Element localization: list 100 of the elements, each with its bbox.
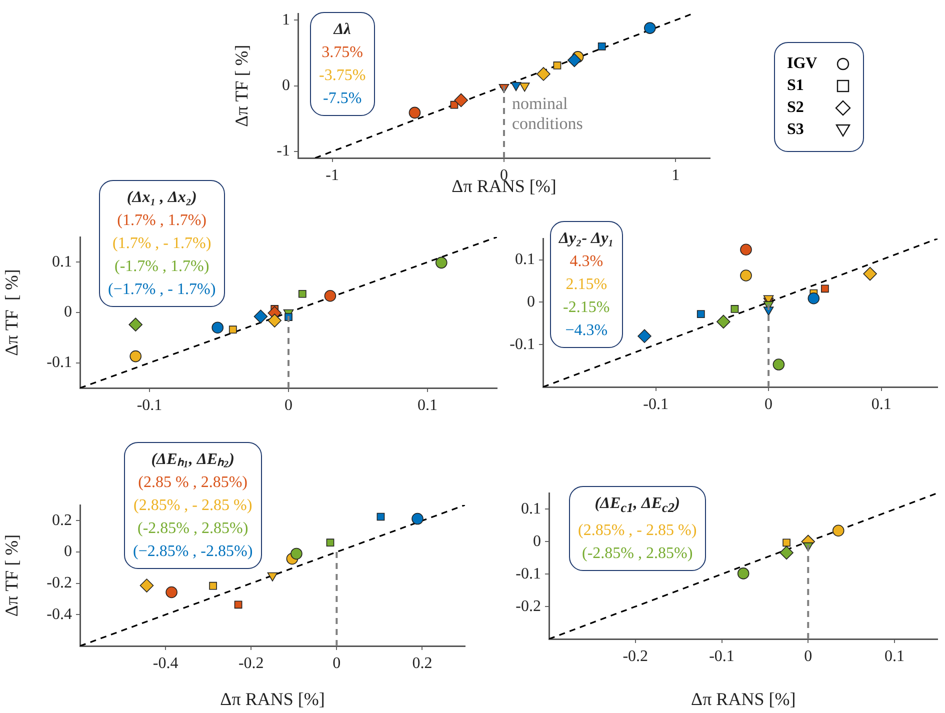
- text: (-2.85% , 2.85%): [581, 544, 694, 564]
- point: [326, 538, 334, 547]
- x-tick-label: 0: [764, 396, 773, 413]
- text: (2.85% , - 2.85 %): [578, 521, 697, 542]
- point: [808, 292, 820, 304]
- y-tick-label: -0.1: [510, 336, 535, 353]
- text: (1.7% , 1.7%): [116, 211, 208, 231]
- y-tick-label: 0: [64, 543, 72, 560]
- point: [820, 284, 829, 293]
- x-tick-label: 1: [672, 166, 680, 184]
- point: [412, 512, 424, 525]
- point: [436, 256, 448, 269]
- point: [510, 82, 522, 92]
- x-tick-label: 0.1: [871, 396, 892, 413]
- point: [772, 358, 785, 370]
- point: [166, 586, 178, 598]
- text: (-2.85% , 2.85%): [136, 519, 250, 539]
- point: [519, 82, 530, 92]
- legend-title: (ΔEₕ₁, ΔEₕ₂): [150, 450, 236, 470]
- point: [228, 326, 237, 334]
- point: [290, 548, 302, 560]
- x-tick-label: -1: [326, 166, 339, 184]
- x-tick-label: -0.1: [709, 648, 734, 665]
- text: -3.75%: [319, 66, 366, 86]
- point: [209, 582, 217, 590]
- text: (-1.7% , 1.7%): [114, 257, 210, 277]
- point: [324, 290, 336, 302]
- y-tick-label: -0.2: [516, 598, 541, 615]
- point: [780, 546, 794, 560]
- point: [740, 244, 752, 256]
- point: [254, 310, 268, 324]
- point: [567, 53, 582, 68]
- text: (1.7% , - 1.7%): [112, 234, 212, 254]
- text: −4.3%: [564, 321, 609, 341]
- point: [863, 266, 877, 281]
- point: [553, 62, 562, 70]
- point: [298, 290, 306, 298]
- text: -2.15%: [562, 298, 611, 318]
- point: [128, 318, 142, 332]
- y-tick-label: 0.1: [52, 253, 72, 270]
- ref-line-label: nominal conditions: [512, 94, 583, 133]
- point: [536, 67, 550, 81]
- series-label: (−1.7% , - 1.7%): [108, 280, 216, 300]
- text: 2.15%: [564, 275, 608, 295]
- y-tick-label: 0.1: [521, 500, 541, 518]
- y-tick-label: 0: [527, 293, 535, 310]
- y-tick-label: -0.1: [46, 354, 72, 372]
- y-tick-label: -0.2: [46, 574, 72, 592]
- point: [737, 568, 750, 580]
- x-tick-label: -0.2: [238, 654, 264, 672]
- point: [408, 106, 421, 119]
- y-axis-title: Δπ TF [ %]: [232, 44, 252, 127]
- point: [454, 93, 468, 108]
- point: [268, 314, 282, 328]
- text: (2.85% , - 2.85 %): [133, 496, 253, 516]
- point: [598, 42, 606, 50]
- point: [234, 600, 242, 609]
- y-tick-label: 0.1: [515, 251, 535, 268]
- x-tick-label: 0.2: [412, 654, 432, 672]
- x-tick-label: -0.1: [643, 396, 668, 413]
- legend-title: (Δx₁ , Δx₂): [126, 188, 198, 208]
- text: S3: [787, 121, 804, 139]
- point: [832, 524, 844, 537]
- x-axis-title: Δπ RANS [%]: [691, 688, 796, 709]
- y-tick-label: -0.1: [516, 565, 541, 582]
- point: [130, 350, 142, 362]
- text: 3.75%: [320, 43, 364, 63]
- y-tick-label: 0.2: [52, 512, 72, 529]
- x-tick-label: -0.1: [136, 396, 162, 414]
- legend-title: Δλ: [332, 20, 352, 40]
- legend-title: (ΔE$_{c1}$, ΔE$_{c2}$): [594, 494, 681, 518]
- point: [696, 310, 705, 318]
- legend-title: Δy₂- Δy₁: [559, 229, 614, 249]
- text: S1: [787, 77, 804, 95]
- y-axis-title: Δπ TF [ %]: [2, 534, 22, 617]
- point: [267, 572, 278, 582]
- x-tick-label: 0: [332, 654, 341, 672]
- point: [376, 512, 385, 521]
- text: S2: [787, 99, 804, 117]
- text: 4.3%: [568, 252, 604, 272]
- y-tick-label: 0: [64, 304, 72, 321]
- x-axis-title: Δπ RANS [%]: [220, 688, 325, 709]
- point: [638, 329, 652, 344]
- text: -7.5%: [322, 89, 363, 109]
- point: [740, 270, 752, 282]
- y-axis-title: Δπ TF [ %]: [2, 269, 22, 356]
- x-tick-label: 0.1: [884, 648, 905, 665]
- point: [782, 538, 790, 547]
- point: [730, 305, 739, 313]
- x-tick-label: -0.2: [622, 648, 648, 665]
- y-tick-label: 0: [533, 532, 541, 550]
- text: (2.85 % , 2.85%): [137, 473, 248, 493]
- x-tick-label: 0.1: [418, 396, 438, 414]
- text: IGV: [787, 55, 818, 73]
- point: [140, 578, 154, 592]
- y-tick-label: -0.4: [46, 606, 72, 623]
- y-tick-label: -1: [276, 142, 290, 160]
- y-tick-label: 1: [282, 11, 290, 28]
- text: (−2.85% , -2.85%): [133, 542, 253, 562]
- y-tick-label: 0: [282, 77, 290, 94]
